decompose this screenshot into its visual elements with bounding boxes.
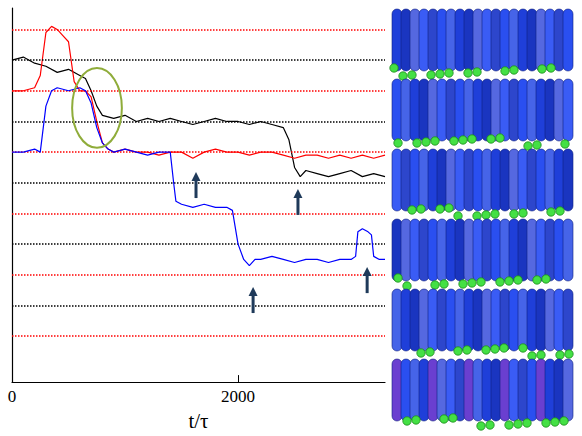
svg-text:0: 0 [8, 387, 17, 406]
svg-text:2000: 2000 [221, 387, 255, 406]
svg-text:t/τ: t/τ [188, 409, 208, 433]
